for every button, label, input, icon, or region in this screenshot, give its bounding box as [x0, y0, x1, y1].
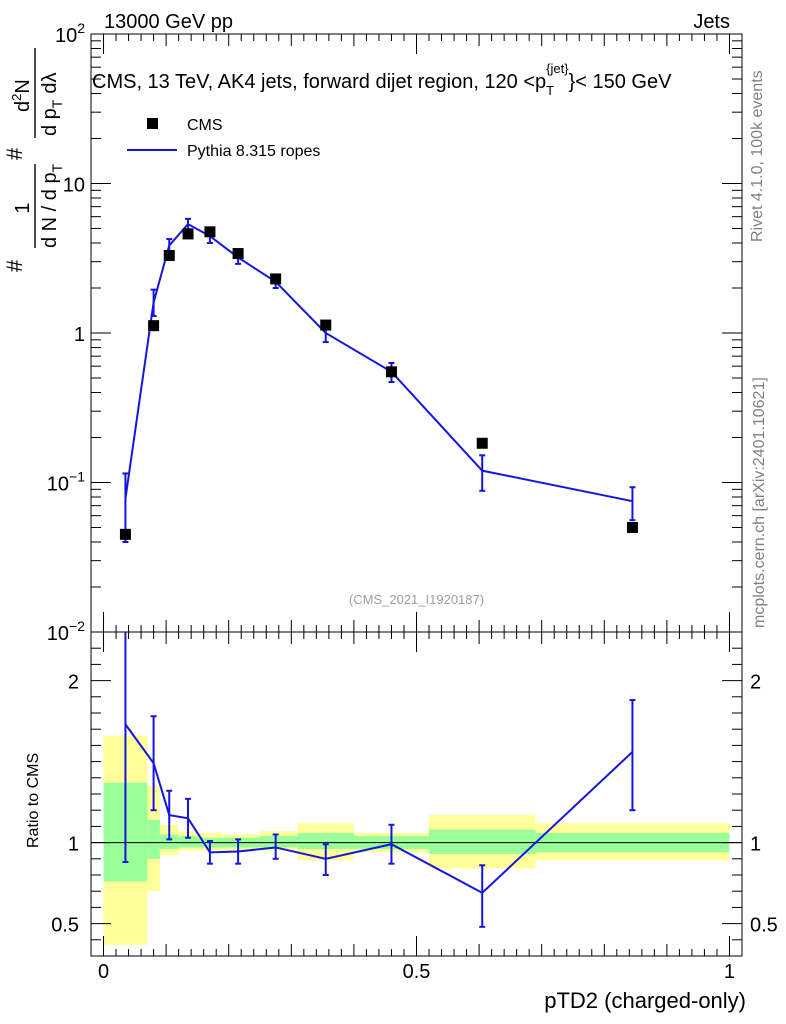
- main-y-tick-labels: 102 10 1 10−1 10−2: [47, 20, 85, 645]
- legend-label-cms: CMS: [187, 117, 223, 134]
- inner-band: [159, 834, 179, 850]
- main-plot-panel: 102 10 1 10−1 10−2 (CMS_2021_I1920187) CMS, …: [47, 20, 743, 645]
- ratio-y-tick-label-left: 1: [68, 834, 79, 856]
- ylabel-hash-2: #: [2, 147, 27, 160]
- legend-label-pythia: Pythia 8.315 ropes: [187, 143, 320, 160]
- ratio-axis-ticks: [91, 632, 742, 956]
- ratio-y-tick-label-left: 2: [68, 672, 79, 694]
- x-tick-label: 0: [98, 961, 109, 983]
- ylabel-one: 1: [12, 202, 34, 213]
- inner-band: [260, 836, 298, 848]
- cms-data-point: [320, 319, 332, 331]
- ylabel-den-1: d N / d pT: [39, 163, 65, 248]
- main-y-axis-label: # 1 d N / d pT # d2N d pTdλ: [2, 48, 65, 272]
- inner-band: [178, 836, 198, 848]
- legend-marker-cms: [147, 118, 158, 129]
- cms-data-point: [204, 226, 216, 238]
- y-tick-label: 10: [63, 175, 85, 197]
- cms-data-point: [270, 273, 282, 285]
- ylabel-den-2: d pTdλ: [39, 73, 65, 137]
- uncertainty-bands: [103, 735, 730, 945]
- main-series-layer: [119, 217, 638, 543]
- ratio-series-layer: [122, 632, 636, 928]
- x-tick-label: 1: [724, 961, 735, 983]
- ratio-y-tick-labels: 0.5 0.5 1 1 2 2: [51, 672, 778, 937]
- inner-band: [297, 832, 354, 850]
- ratio-y-tick-label-right: 1: [750, 834, 761, 856]
- ratio-y-tick-label-right: 2: [750, 672, 761, 694]
- ratio-line: [124, 723, 634, 895]
- mcplots-label: mcplots.cern.ch [arXiv:2401.10621]: [751, 377, 768, 628]
- x-axis-label: pTD2 (charged-only): [544, 988, 746, 1013]
- cms-data-point: [119, 528, 131, 540]
- cms-data-point: [182, 228, 194, 240]
- ratio-y-tick-label-right: 0.5: [750, 915, 778, 937]
- x-tick-labels: 0 0.5 1: [98, 961, 735, 983]
- main-plot-title: CMS, 13 TeV, AK4 jets, forward dijet reg…: [92, 61, 672, 98]
- title-text: CMS, 13 TeV, AK4 jets, forward dijet reg…: [92, 61, 672, 98]
- cms-data-point: [163, 249, 175, 261]
- legend: CMS Pythia 8.315 ropes: [127, 117, 320, 160]
- rivet-version-label: Rivet 4.1.0, 100k events: [749, 70, 766, 242]
- cms-data-point: [385, 366, 397, 378]
- inner-band: [147, 819, 160, 859]
- ratio-y-tick-label-left: 0.5: [51, 915, 79, 937]
- x-tick-label: 0.5: [403, 961, 431, 983]
- cms-data-point: [476, 437, 488, 449]
- header-process-label: 13000 GeV pp: [104, 11, 233, 33]
- y-tick-label: 1: [74, 324, 85, 346]
- cms-data-point: [626, 522, 638, 534]
- ylabel-num-2: d2N: [9, 79, 34, 112]
- pythia-line: [124, 222, 633, 503]
- main-axis-ticks: [91, 34, 742, 633]
- header-category-label: Jets: [693, 11, 730, 33]
- inner-band: [429, 829, 536, 854]
- y-tick-label: 102: [55, 20, 85, 47]
- y-tick-label: 10−2: [47, 618, 85, 645]
- cms-data-point: [232, 248, 244, 260]
- ylabel-hash-1: #: [2, 259, 27, 272]
- ratio-plot-frame: [90, 631, 743, 957]
- y-tick-label: 10−1: [47, 469, 85, 496]
- cms-data-point: [148, 320, 160, 332]
- analysis-watermark: (CMS_2021_I1920187): [349, 592, 484, 607]
- ratio-y-axis-label: Ratio to CMS: [25, 753, 42, 848]
- ratio-plot-panel: 0.5 0.51 12 2 0 0.5 1: [51, 631, 778, 983]
